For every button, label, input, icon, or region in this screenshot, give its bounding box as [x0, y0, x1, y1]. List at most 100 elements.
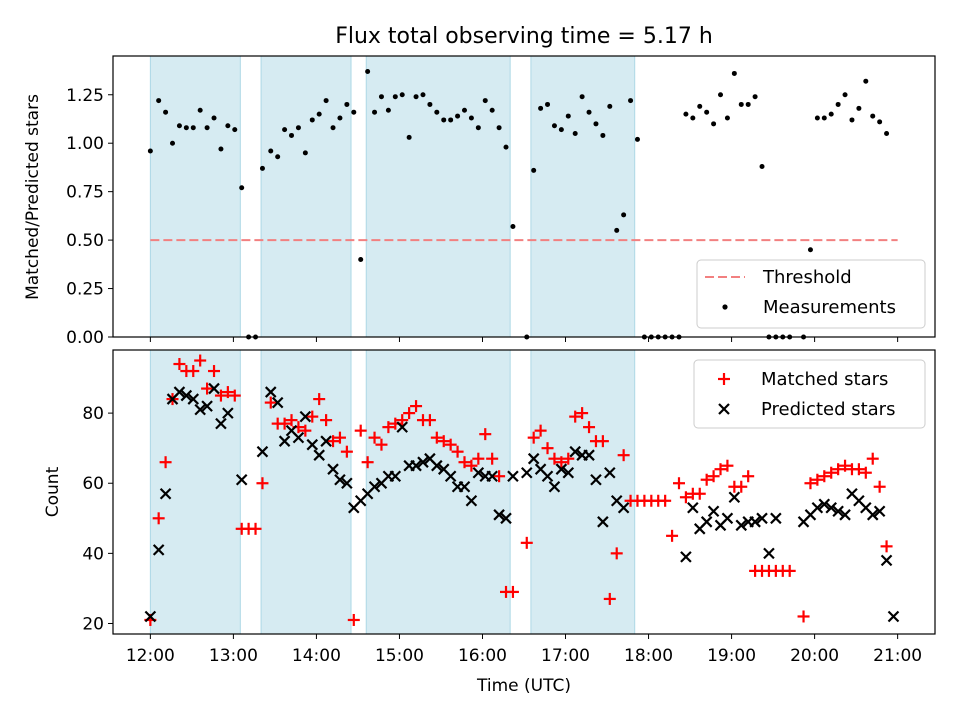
predicted-star-point [410, 459, 422, 472]
y-tick-label: 0.75 [66, 183, 104, 203]
predicted-star-point [735, 519, 748, 532]
measurements-legend-label: Measurements [763, 297, 896, 318]
matched-star-point [672, 477, 685, 490]
matched-star-point [299, 424, 312, 437]
measurement-point [821, 115, 827, 121]
predicted-stars-points [144, 382, 900, 623]
shaded-interval [365, 349, 511, 635]
predicted-star-point [152, 544, 165, 556]
matched-star-point [818, 470, 831, 483]
matched-star-point [811, 473, 824, 486]
matched-star-point [693, 487, 706, 500]
measurement-point [475, 125, 481, 131]
measurement-point [176, 123, 182, 129]
measurement-point [156, 98, 162, 104]
matched-star-point [880, 540, 893, 553]
predicted-star-point [770, 512, 782, 525]
predicted-star-point [866, 509, 879, 521]
measurement-point [724, 115, 730, 121]
x-tick-label: 12:00 [126, 646, 175, 666]
matched-star-point [256, 477, 269, 490]
y-tick-label: 80 [82, 404, 104, 424]
measurement-point [683, 111, 689, 117]
predicted-star-point [201, 400, 213, 412]
predicted-star-point [208, 382, 220, 395]
predicted-star-point [222, 407, 234, 419]
matched-star-point [320, 414, 333, 427]
measurement-point [461, 107, 467, 113]
measurements-legend-swatch [722, 304, 728, 310]
measurement-point [711, 121, 717, 127]
predicted-star-point [617, 501, 630, 514]
measurement-point [441, 117, 447, 123]
matched-star-point [610, 547, 623, 560]
predicted-star-point [562, 466, 575, 479]
top-x-ticks [149, 337, 899, 342]
predicted-star-point [825, 501, 837, 514]
measurement-point [565, 113, 571, 119]
shaded-interval [260, 55, 352, 338]
measurement-point [849, 117, 855, 123]
matched-star-point [173, 358, 186, 371]
measurement-point [211, 115, 217, 121]
matched-star-point [340, 445, 353, 458]
measurement-point [351, 109, 357, 115]
bottom-shaded-intervals [149, 349, 636, 635]
predicted-star-point [396, 421, 409, 433]
predicted-star-point [839, 509, 851, 521]
matched-star-point [159, 456, 172, 469]
predicted-legend-label: Predicted stars [761, 399, 895, 420]
measurement-point [147, 148, 153, 154]
matched-star-point [368, 431, 381, 444]
measurement-point [752, 94, 758, 100]
measurement-point [323, 98, 329, 104]
measurement-point [309, 117, 315, 123]
matched-star-point [479, 428, 492, 441]
measurement-point [489, 107, 495, 113]
matched-star-point [354, 424, 367, 437]
matched-star-point [382, 421, 395, 434]
predicted-star-point [756, 512, 768, 525]
measurement-point [289, 132, 295, 138]
top-y-axis-label: Matched/Predicted stars [23, 94, 43, 300]
measurement-point [551, 123, 557, 129]
measurement-point [877, 119, 883, 125]
predicted-star-point [728, 491, 741, 504]
measurement-point [870, 113, 876, 119]
matched-legend-label: Matched stars [761, 369, 888, 390]
matched-star-point [396, 414, 409, 427]
matched-star-point [666, 529, 679, 542]
measurement-point [814, 115, 820, 121]
measurement-point [628, 98, 634, 104]
predicted-star-point [887, 610, 900, 623]
x-tick-label: 17:00 [541, 646, 590, 666]
matched-star-point [541, 442, 554, 455]
matched-star-point [506, 585, 519, 598]
predicted-star-point [327, 463, 339, 475]
matched-star-point [562, 452, 575, 465]
measurement-point [718, 92, 724, 98]
predicted-star-point [299, 410, 312, 423]
matched-star-point [617, 449, 630, 462]
measurement-point [593, 121, 599, 127]
predicted-star-point [569, 445, 581, 458]
measurement-point [427, 101, 433, 107]
y-tick-label: 40 [82, 544, 104, 564]
measurement-point [835, 101, 841, 107]
matched-star-point [264, 396, 277, 409]
measurement-point [697, 103, 703, 109]
predicted-star-point [215, 417, 227, 430]
predicted-star-point [368, 480, 381, 493]
measurement-point [420, 92, 426, 98]
matched-star-point [569, 410, 582, 423]
measurement-point [448, 117, 454, 123]
measurement-point [842, 92, 848, 98]
matched-star-point [410, 400, 423, 413]
measurement-point [510, 224, 516, 230]
matched-star-point [735, 480, 748, 493]
measurement-point [545, 101, 551, 107]
measurement-point [316, 111, 322, 117]
matched-star-point [208, 365, 221, 378]
measurement-point [538, 105, 544, 111]
y-tick-label: 0.25 [66, 280, 104, 300]
